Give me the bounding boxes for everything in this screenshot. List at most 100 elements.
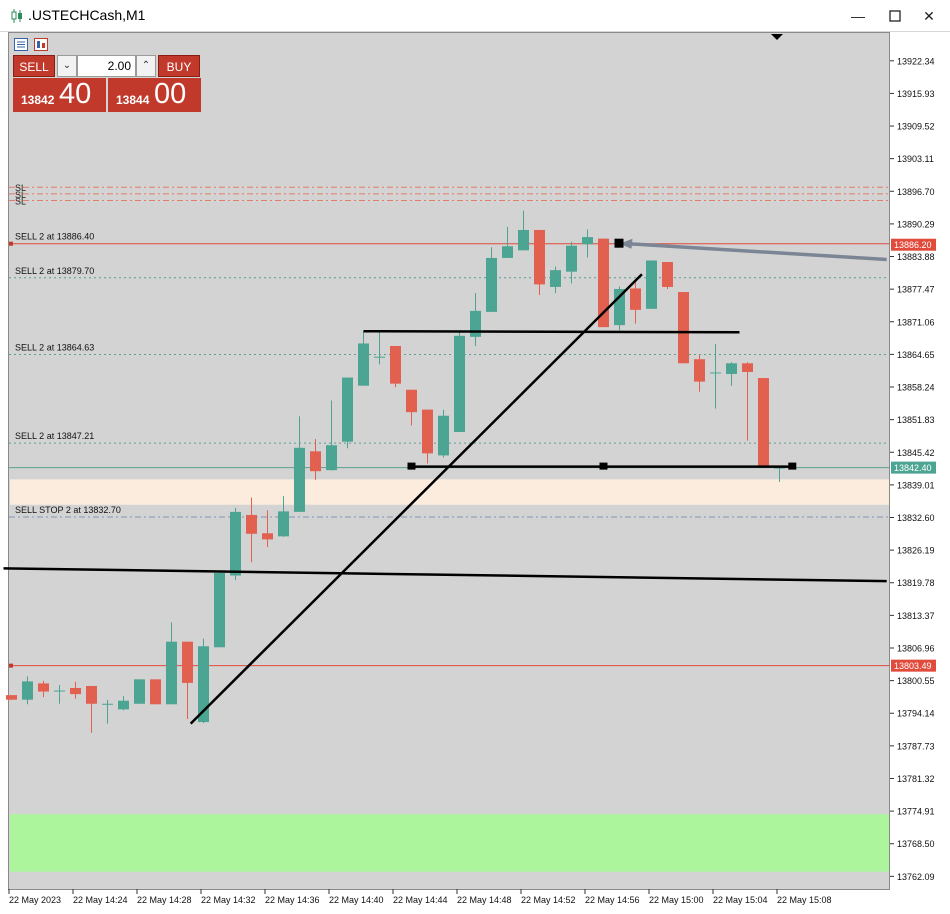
- bull-candle: [486, 257, 497, 312]
- bear-candle: [742, 363, 753, 372]
- bull-candle: [726, 363, 737, 374]
- price-tick-label: 13883.88: [897, 252, 935, 262]
- sl-label: SL: [15, 190, 26, 200]
- price-tick-label: 13915.93: [897, 89, 935, 99]
- rising-trendline: [189, 273, 643, 725]
- close-icon[interactable]: ✕: [923, 8, 935, 24]
- price-tick-label: 13787.73: [897, 741, 935, 751]
- price-tag: [891, 659, 936, 672]
- bull-candle: [438, 415, 449, 456]
- bull-candle: [470, 310, 481, 337]
- price-tag-label: 13886.20: [894, 240, 932, 250]
- price-axis[interactable]: [890, 32, 950, 890]
- line-anchor: [599, 462, 608, 470]
- price-tick-label: 13922.34: [897, 56, 935, 66]
- bull-candle: [550, 270, 561, 287]
- arrow-head: [619, 238, 633, 249]
- order-label: SELL 2 at 13886.40: [15, 232, 94, 242]
- bear-candle: [422, 409, 433, 454]
- bull-candle: [278, 511, 289, 537]
- time-tick-label: 22 May 14:56: [585, 895, 640, 905]
- bull-candle: [230, 511, 241, 576]
- list-icon[interactable]: [14, 38, 28, 51]
- price-tick-label: 13871.06: [897, 317, 935, 327]
- line-anchor: [788, 462, 797, 470]
- price-tick-label: 13826.19: [897, 546, 935, 556]
- bull-candle: [582, 237, 593, 245]
- volume-down-button[interactable]: ⌄: [57, 55, 77, 77]
- time-tick-label: 22 May 14:32: [201, 895, 256, 905]
- price-tick-label: 13877.47: [897, 285, 935, 295]
- price-tick-label: 13903.11: [897, 154, 934, 164]
- time-tick-label: 22 May 15:04: [713, 895, 768, 905]
- time-tick-label: 22 May 14:52: [521, 895, 576, 905]
- price-tick-label: 13890.29: [897, 219, 935, 229]
- bull-candle: [774, 467, 785, 469]
- orange-zone: [10, 479, 889, 505]
- price-tick-label: 13806.96: [897, 643, 935, 653]
- price-tick-label: 13813.37: [897, 611, 935, 621]
- price-tick-label: 13845.42: [897, 448, 935, 458]
- bull-candle: [566, 245, 577, 272]
- bear-candle: [310, 451, 321, 472]
- time-axis[interactable]: [0, 890, 950, 914]
- bid-price-prefix: 13842: [21, 93, 55, 107]
- price-tag-label: 13803.49: [894, 661, 932, 671]
- bull-candle: [294, 447, 305, 512]
- maximize-icon[interactable]: [882, 6, 908, 26]
- time-tick-label: 22 May 2023: [9, 895, 61, 905]
- bull-candle: [54, 690, 65, 692]
- one-click-trading-panel: SELL ⌄ ⌃ BUY 13842 40 13844 00: [12, 36, 202, 112]
- time-tick-label: 22 May 14:40: [329, 895, 384, 905]
- sl-label: SL: [15, 183, 26, 193]
- bull-candle: [614, 288, 625, 326]
- bull-candle: [502, 246, 513, 258]
- price-tick-label: 13864.65: [897, 350, 935, 360]
- chart-area[interactable]: [8, 32, 890, 890]
- level-marker: [9, 663, 13, 668]
- candlestick-chart-icon: [11, 9, 22, 23]
- price-tick-label: 13794.14: [897, 709, 935, 719]
- minimize-icon[interactable]: —: [851, 8, 865, 24]
- ask-price-box[interactable]: 13844 00: [108, 78, 201, 112]
- window-title: .USTECHCash,M1: [28, 7, 146, 23]
- buy-button[interactable]: BUY: [158, 55, 200, 77]
- bid-price-box[interactable]: 13842 40: [13, 78, 106, 112]
- bull-candle: [22, 681, 33, 700]
- order-label: SELL 2 at 13864.63: [15, 342, 94, 352]
- bear-candle: [598, 238, 609, 328]
- price-tick-label: 13896.70: [897, 187, 935, 197]
- order-label: SELL 2 at 13879.70: [15, 266, 94, 276]
- chart-window-icon[interactable]: [34, 38, 48, 51]
- bull-candle: [374, 356, 385, 358]
- price-tag: [891, 238, 936, 251]
- volume-input[interactable]: [77, 55, 136, 77]
- order-marker: [9, 241, 13, 246]
- price-tick-label: 13839.01: [897, 480, 935, 490]
- price-tick-label: 13774.91: [897, 807, 935, 817]
- order-label: SELL STOP 2 at 13832.70: [15, 505, 121, 515]
- long-horizontal-line: [3, 567, 887, 583]
- time-tick-label: 22 May 15:08: [777, 895, 832, 905]
- bear-candle: [406, 389, 417, 413]
- bear-candle: [758, 378, 769, 468]
- bear-candle: [390, 345, 401, 384]
- time-tick-label: 22 May 15:00: [649, 895, 704, 905]
- sl-label: SL: [15, 196, 26, 206]
- price-tag: [891, 461, 936, 474]
- resistance-line: [363, 329, 740, 334]
- price-tag-label: 13842.40: [894, 463, 932, 473]
- left-margin: [0, 32, 8, 890]
- bear-candle: [246, 514, 257, 534]
- price-tick-label: 13762.09: [897, 872, 935, 882]
- sell-button[interactable]: SELL: [13, 55, 55, 77]
- price-tick-label: 13851.83: [897, 415, 935, 425]
- time-tick-label: 22 May 14:24: [73, 895, 128, 905]
- price-tick-label: 13909.52: [897, 122, 935, 132]
- ask-price-prefix: 13844: [116, 93, 150, 107]
- bull-candle: [198, 646, 209, 723]
- volume-up-button[interactable]: ⌃: [136, 55, 156, 77]
- time-tick-label: 22 May 14:44: [393, 895, 448, 905]
- price-tick-label: 13781.32: [897, 774, 935, 784]
